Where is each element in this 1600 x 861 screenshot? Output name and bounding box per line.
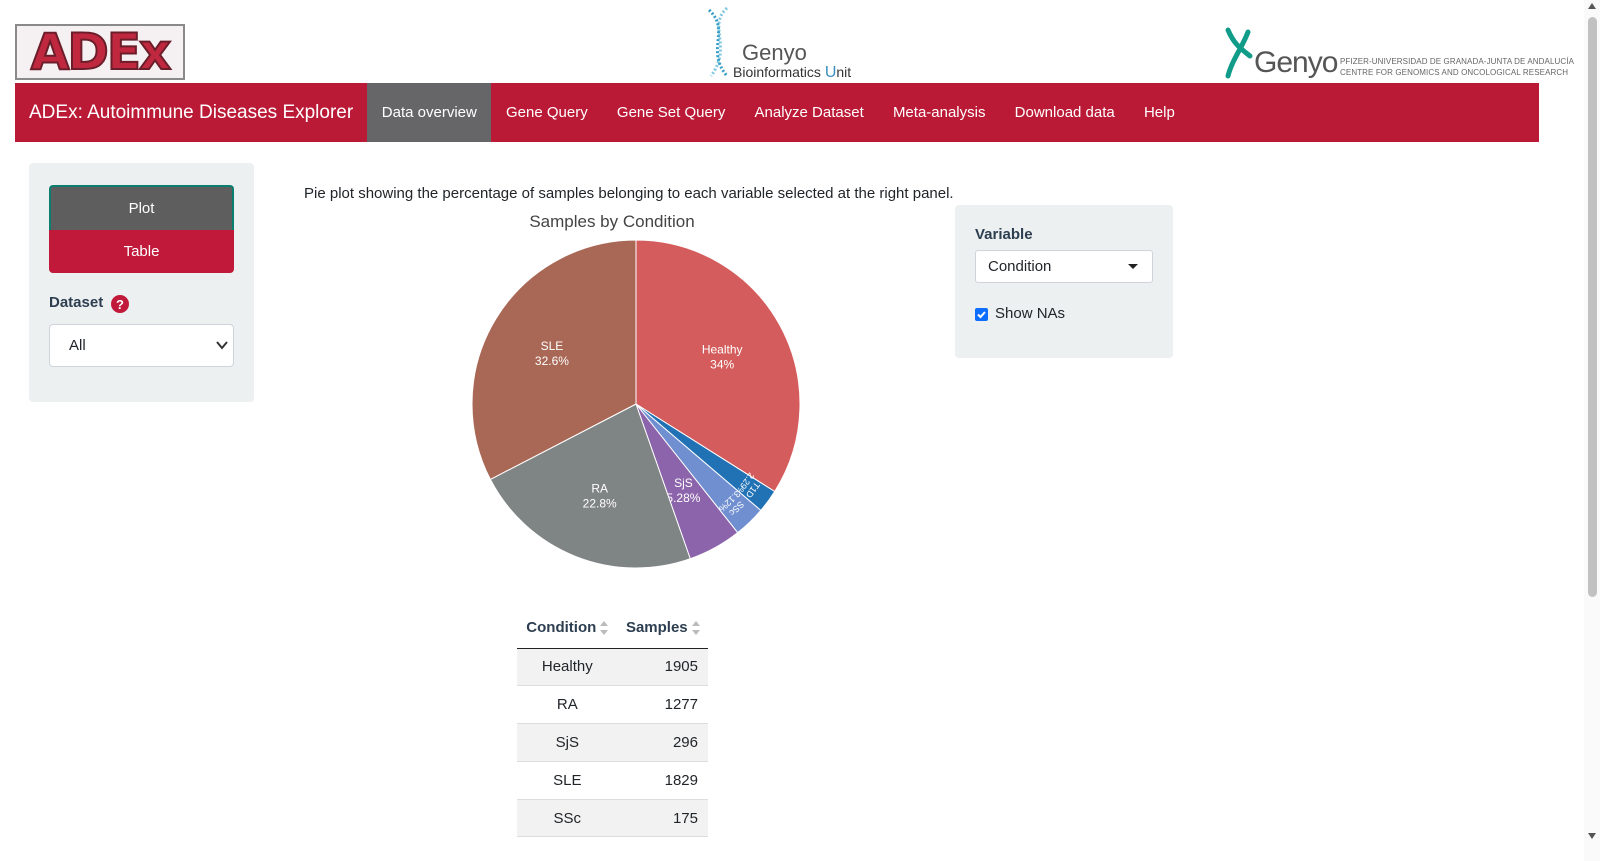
pie-label-percent: 32.6% <box>535 354 569 368</box>
tab-analyze-dataset[interactable]: Analyze Dataset <box>754 104 864 121</box>
dataset-select[interactable]: All <box>49 324 234 367</box>
table-row: SjS 296 <box>517 723 708 762</box>
pie-chart: Healthy34%T1D2.29%SSc3.12%SjS5.28%RA22.8… <box>471 239 801 569</box>
pie-label-name: Healthy <box>702 342 743 356</box>
chart-title: Samples by Condition <box>529 212 695 231</box>
pie-label-percent: 34% <box>710 357 734 371</box>
pie-label-percent: 22.8% <box>583 496 617 510</box>
table-cell: 175 <box>617 799 708 838</box>
genyo-tagline-2: CENTRE FOR GENOMICS AND ONCOLOGICAL RESE… <box>1340 68 1569 77</box>
page-scrollbar[interactable] <box>1584 0 1600 861</box>
column-header-condition[interactable]: Condition <box>517 608 618 649</box>
chevron-down-icon <box>216 341 228 350</box>
tab-download-data[interactable]: Download data <box>1014 104 1115 121</box>
help-icon[interactable]: ? <box>111 295 129 313</box>
adex-logo: ADEx <box>15 24 185 80</box>
dataset-label: Dataset <box>49 294 104 311</box>
table-cell: Healthy <box>517 648 618 687</box>
condition-table: Condition Samples Healthy 1905 RA 1277 S… <box>517 608 708 838</box>
table-row: Healthy 1905 <box>517 648 708 687</box>
variable-label: Variable <box>975 226 1033 243</box>
genyo-center-logo: Genyo PFIZER-UNIVERSIDAD DE GRANADA-JUNT… <box>1222 26 1574 82</box>
genyo-title: Genyo <box>742 40 807 65</box>
table-button[interactable]: Table <box>49 230 234 273</box>
table-cell: 1905 <box>617 648 708 687</box>
pie-label-percent: 5.28% <box>666 491 700 505</box>
table-cell: 1829 <box>617 761 708 800</box>
genyo-bioinformatics-logo: Genyo Bioinformatics Unit <box>697 4 867 81</box>
genyo-mark-icon <box>1225 27 1253 79</box>
tab-meta-analysis[interactable]: Meta-analysis <box>892 104 986 121</box>
table-cell: RA <box>517 685 618 725</box>
caret-down-icon <box>1128 264 1138 269</box>
scroll-thumb[interactable] <box>1588 17 1597 597</box>
plot-button[interactable]: Plot <box>49 185 234 230</box>
table-row: SLE 1829 <box>517 761 708 800</box>
pie-label-name: SLE <box>541 339 564 353</box>
sort-icon <box>691 621 700 636</box>
genyo-tagline-1: PFIZER-UNIVERSIDAD DE GRANADA-JUNTA DE A… <box>1340 57 1575 66</box>
table-cell: 1277 <box>617 685 708 725</box>
navbar-brand[interactable]: ADEx: Autoimmune Diseases Explorer <box>29 102 354 123</box>
variable-select-value: Condition <box>988 258 1052 275</box>
plot-caption: Pie plot showing the percentage of sampl… <box>304 185 954 202</box>
table-cell: 296 <box>617 723 708 762</box>
tab-help[interactable]: Help <box>1143 104 1175 121</box>
show-nas-checkbox[interactable] <box>975 308 988 321</box>
main-navbar: ADEx: Autoimmune Diseases Explorer Data … <box>15 83 1539 142</box>
sort-icon <box>600 621 609 636</box>
variable-select[interactable]: Condition <box>975 250 1153 283</box>
pie-label-name: RA <box>591 481 608 495</box>
pie-slice-sle[interactable] <box>471 239 637 481</box>
tab-gene-query[interactable]: Gene Query <box>506 104 588 121</box>
show-nas-label: Show NAs <box>995 305 1066 322</box>
table-row: RA 1277 <box>517 685 708 725</box>
adex-logo-text: ADEx <box>30 23 173 81</box>
dna-helix-icon <box>707 6 729 77</box>
dataset-select-value: All <box>69 337 86 354</box>
scroll-up-arrow-icon[interactable] <box>1588 3 1596 9</box>
left-sidebar-panel: Plot Table Dataset ? All <box>29 163 254 402</box>
pie-slice-ra[interactable] <box>489 403 691 569</box>
variable-panel: Variable Condition Show NAs <box>955 205 1173 358</box>
check-icon <box>977 311 986 319</box>
table-cell: SSc <box>517 799 618 838</box>
tab-data-overview[interactable]: Data overview <box>367 83 492 142</box>
table-cell: SjS <box>517 723 618 762</box>
tab-gene-set-query[interactable]: Gene Set Query <box>616 104 726 121</box>
bioinformatics-unit-label: Bioinformatics Unit <box>733 64 852 81</box>
pie-label-name: SjS <box>674 476 693 490</box>
table-cell: SLE <box>517 761 618 800</box>
genyo-wordmark: Genyo <box>1254 46 1338 79</box>
pie-slice-healthy[interactable] <box>635 239 801 493</box>
column-header-samples[interactable]: Samples <box>617 608 708 649</box>
scroll-down-arrow-icon[interactable] <box>1588 833 1596 839</box>
table-row: SSc 175 <box>517 799 708 838</box>
